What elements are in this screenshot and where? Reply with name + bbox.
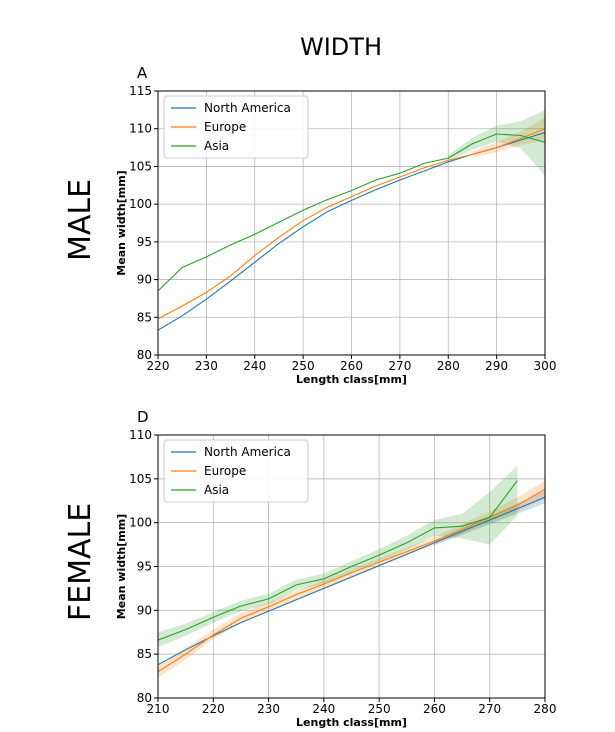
panel-0-legend-label-europe: Europe [204, 120, 246, 134]
panel-1-y-tick-label: 80 [137, 691, 152, 705]
panel-0-y-tick-label: 105 [129, 159, 152, 173]
panel-0-x-tick-label: 290 [485, 359, 508, 373]
panel-1-x-tick-label: 270 [478, 702, 501, 716]
panel-0-series-line-asia [158, 133, 545, 292]
panel-0-y-tick-label: 100 [129, 197, 152, 211]
panel-0-plot-area [158, 109, 545, 331]
panel-1-y-tick-label: 95 [137, 560, 152, 574]
panel-1-x-axis-title: Length class[mm] [296, 716, 407, 729]
panel-1-y-tick-label: 105 [129, 472, 152, 486]
panel-1-legend-label-north-america: North America [204, 445, 291, 459]
panel-0-panel-letter: A [137, 64, 148, 82]
row-label-female: FEMALE [63, 503, 98, 621]
panel-0-x-tick-label: 240 [243, 359, 266, 373]
panel-1-legend-label-asia: Asia [204, 483, 229, 497]
panel-0-x-tick-label: 220 [147, 359, 170, 373]
panel-1-legend: North America Europe Asia [163, 439, 309, 503]
panel-1-legend-label-europe: Europe [204, 464, 246, 478]
panel-1-y-tick-label: 90 [137, 603, 152, 617]
panel-1-x-tick-label: 280 [534, 702, 557, 716]
panel-0-legend: North America Europe Asia [163, 95, 309, 159]
panel-0-x-tick-label: 230 [195, 359, 218, 373]
panel-1-y-tick-label: 85 [137, 647, 152, 661]
panel-0-band-europe [472, 117, 545, 158]
panel-0-y-axis-title: Mean width[mm] [115, 170, 128, 275]
panel-1-y-axis-title: Mean width[mm] [115, 514, 128, 619]
panel-0-x-tick-label: 280 [437, 359, 460, 373]
panel-0-x-tick-label: 300 [534, 359, 557, 373]
panel-female-width: 210 220 230 240 250 260 270 280 80 85 90 95 100 105 11… [115, 408, 556, 729]
panel-1-x-tick-label: 250 [368, 702, 391, 716]
panel-1-band-asia [158, 465, 518, 648]
panel-0-x-axis-title: Length class[mm] [296, 373, 407, 386]
panel-0-y-tick-label: 110 [129, 122, 152, 136]
panel-1-plot-area [158, 465, 545, 678]
panel-0-y-tick-label: 85 [137, 310, 152, 324]
panel-1-x-tick-label: 260 [423, 702, 446, 716]
panel-0-legend-label-north-america: North America [204, 101, 291, 115]
panel-0-y-tick-label: 90 [137, 273, 152, 287]
panel-0-y-tick-label: 95 [137, 235, 152, 249]
panel-1-series-line-asia [158, 480, 518, 641]
panel-1-x-tick-label: 230 [257, 702, 280, 716]
panel-0-band-asia [448, 109, 545, 176]
panel-1-series-line-europe [158, 488, 545, 673]
panel-0-x-tick-label: 250 [292, 359, 315, 373]
panel-1-y-tick-label: 100 [129, 516, 152, 530]
panel-0-series-line-europe [158, 128, 545, 320]
panel-1-series-line-north-america [158, 496, 545, 666]
panel-1-x-tick-label: 210 [147, 702, 170, 716]
panel-0-legend-box [163, 95, 309, 159]
panel-0-x-tick-label: 260 [340, 359, 363, 373]
row-label-male: MALE [63, 179, 98, 261]
panel-1-legend-box [163, 439, 309, 503]
panel-1-panel-letter: D [137, 408, 149, 426]
panel-1-x-tick-label: 220 [202, 702, 225, 716]
panel-0-y-tick-label: 80 [137, 348, 152, 362]
panel-1-y-tick-label: 110 [129, 428, 152, 442]
figure-title: WIDTH [300, 33, 382, 61]
panel-0-y-tick-label: 115 [129, 84, 152, 98]
panel-0-legend-label-asia: Asia [204, 139, 229, 153]
panel-0-x-tick-label: 270 [388, 359, 411, 373]
panel-male-width: 220 230 240 250 260 270 280 290 300 80 85 90 95 100 10… [115, 64, 556, 386]
panel-1-x-tick-label: 240 [312, 702, 335, 716]
